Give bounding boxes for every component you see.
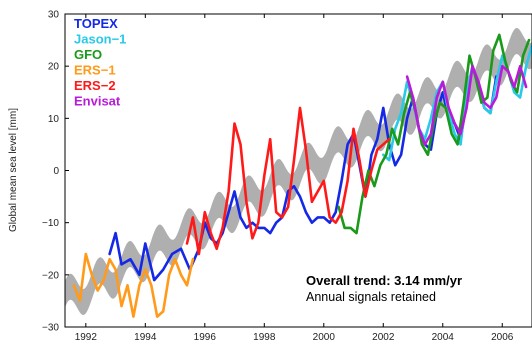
y-tick-label: 30 (48, 10, 60, 21)
y-tick-label: 20 (48, 62, 60, 73)
y-axis-label: Global mean sea level [mm] (8, 108, 19, 232)
y-tick-label: −20 (42, 270, 59, 281)
annual-signal-annotation: Annual signals retained (306, 290, 436, 304)
x-tick-label: 2000 (313, 332, 336, 343)
axis-ticks (65, 13, 503, 328)
x-tick-label: 1998 (253, 332, 276, 343)
legend-item-gfo: GFO (74, 47, 102, 62)
axis-tick-labels: 1992 1994 1996 1998 2000 2002 2004 2006 −30 −20 −1… (42, 10, 514, 344)
x-tick-label: 2002 (372, 332, 395, 343)
x-tick-label: 1994 (134, 332, 157, 343)
y-tick-label: 0 (53, 166, 59, 177)
y-tick-label: −10 (42, 218, 59, 229)
x-tick-label: 2006 (491, 332, 514, 343)
y-tick-label: 10 (48, 114, 60, 125)
series-line-ers-2 (185, 106, 391, 256)
legend-item-jason-1: Jason−1 (74, 32, 126, 47)
series-line-ers-1 (72, 252, 195, 318)
legend-item-ers-1: ERS−1 (74, 63, 116, 78)
y-tick-label: −30 (42, 323, 59, 334)
trend-annotation: Overall trend: 3.14 mm/yr (306, 273, 462, 288)
legend-item-ers-2: ERS−2 (74, 78, 116, 93)
trend-band (65, 28, 532, 315)
legend-item-topex: TOPEX (74, 16, 118, 31)
x-tick-label: 2004 (432, 332, 455, 343)
series-layer (72, 33, 532, 318)
legend-item-envisat: Envisat (74, 94, 121, 109)
x-tick-label: 1996 (194, 332, 217, 343)
series-line-envisat (405, 64, 528, 146)
x-tick-label: 1992 (75, 332, 98, 343)
trend-band-layer (65, 28, 532, 315)
